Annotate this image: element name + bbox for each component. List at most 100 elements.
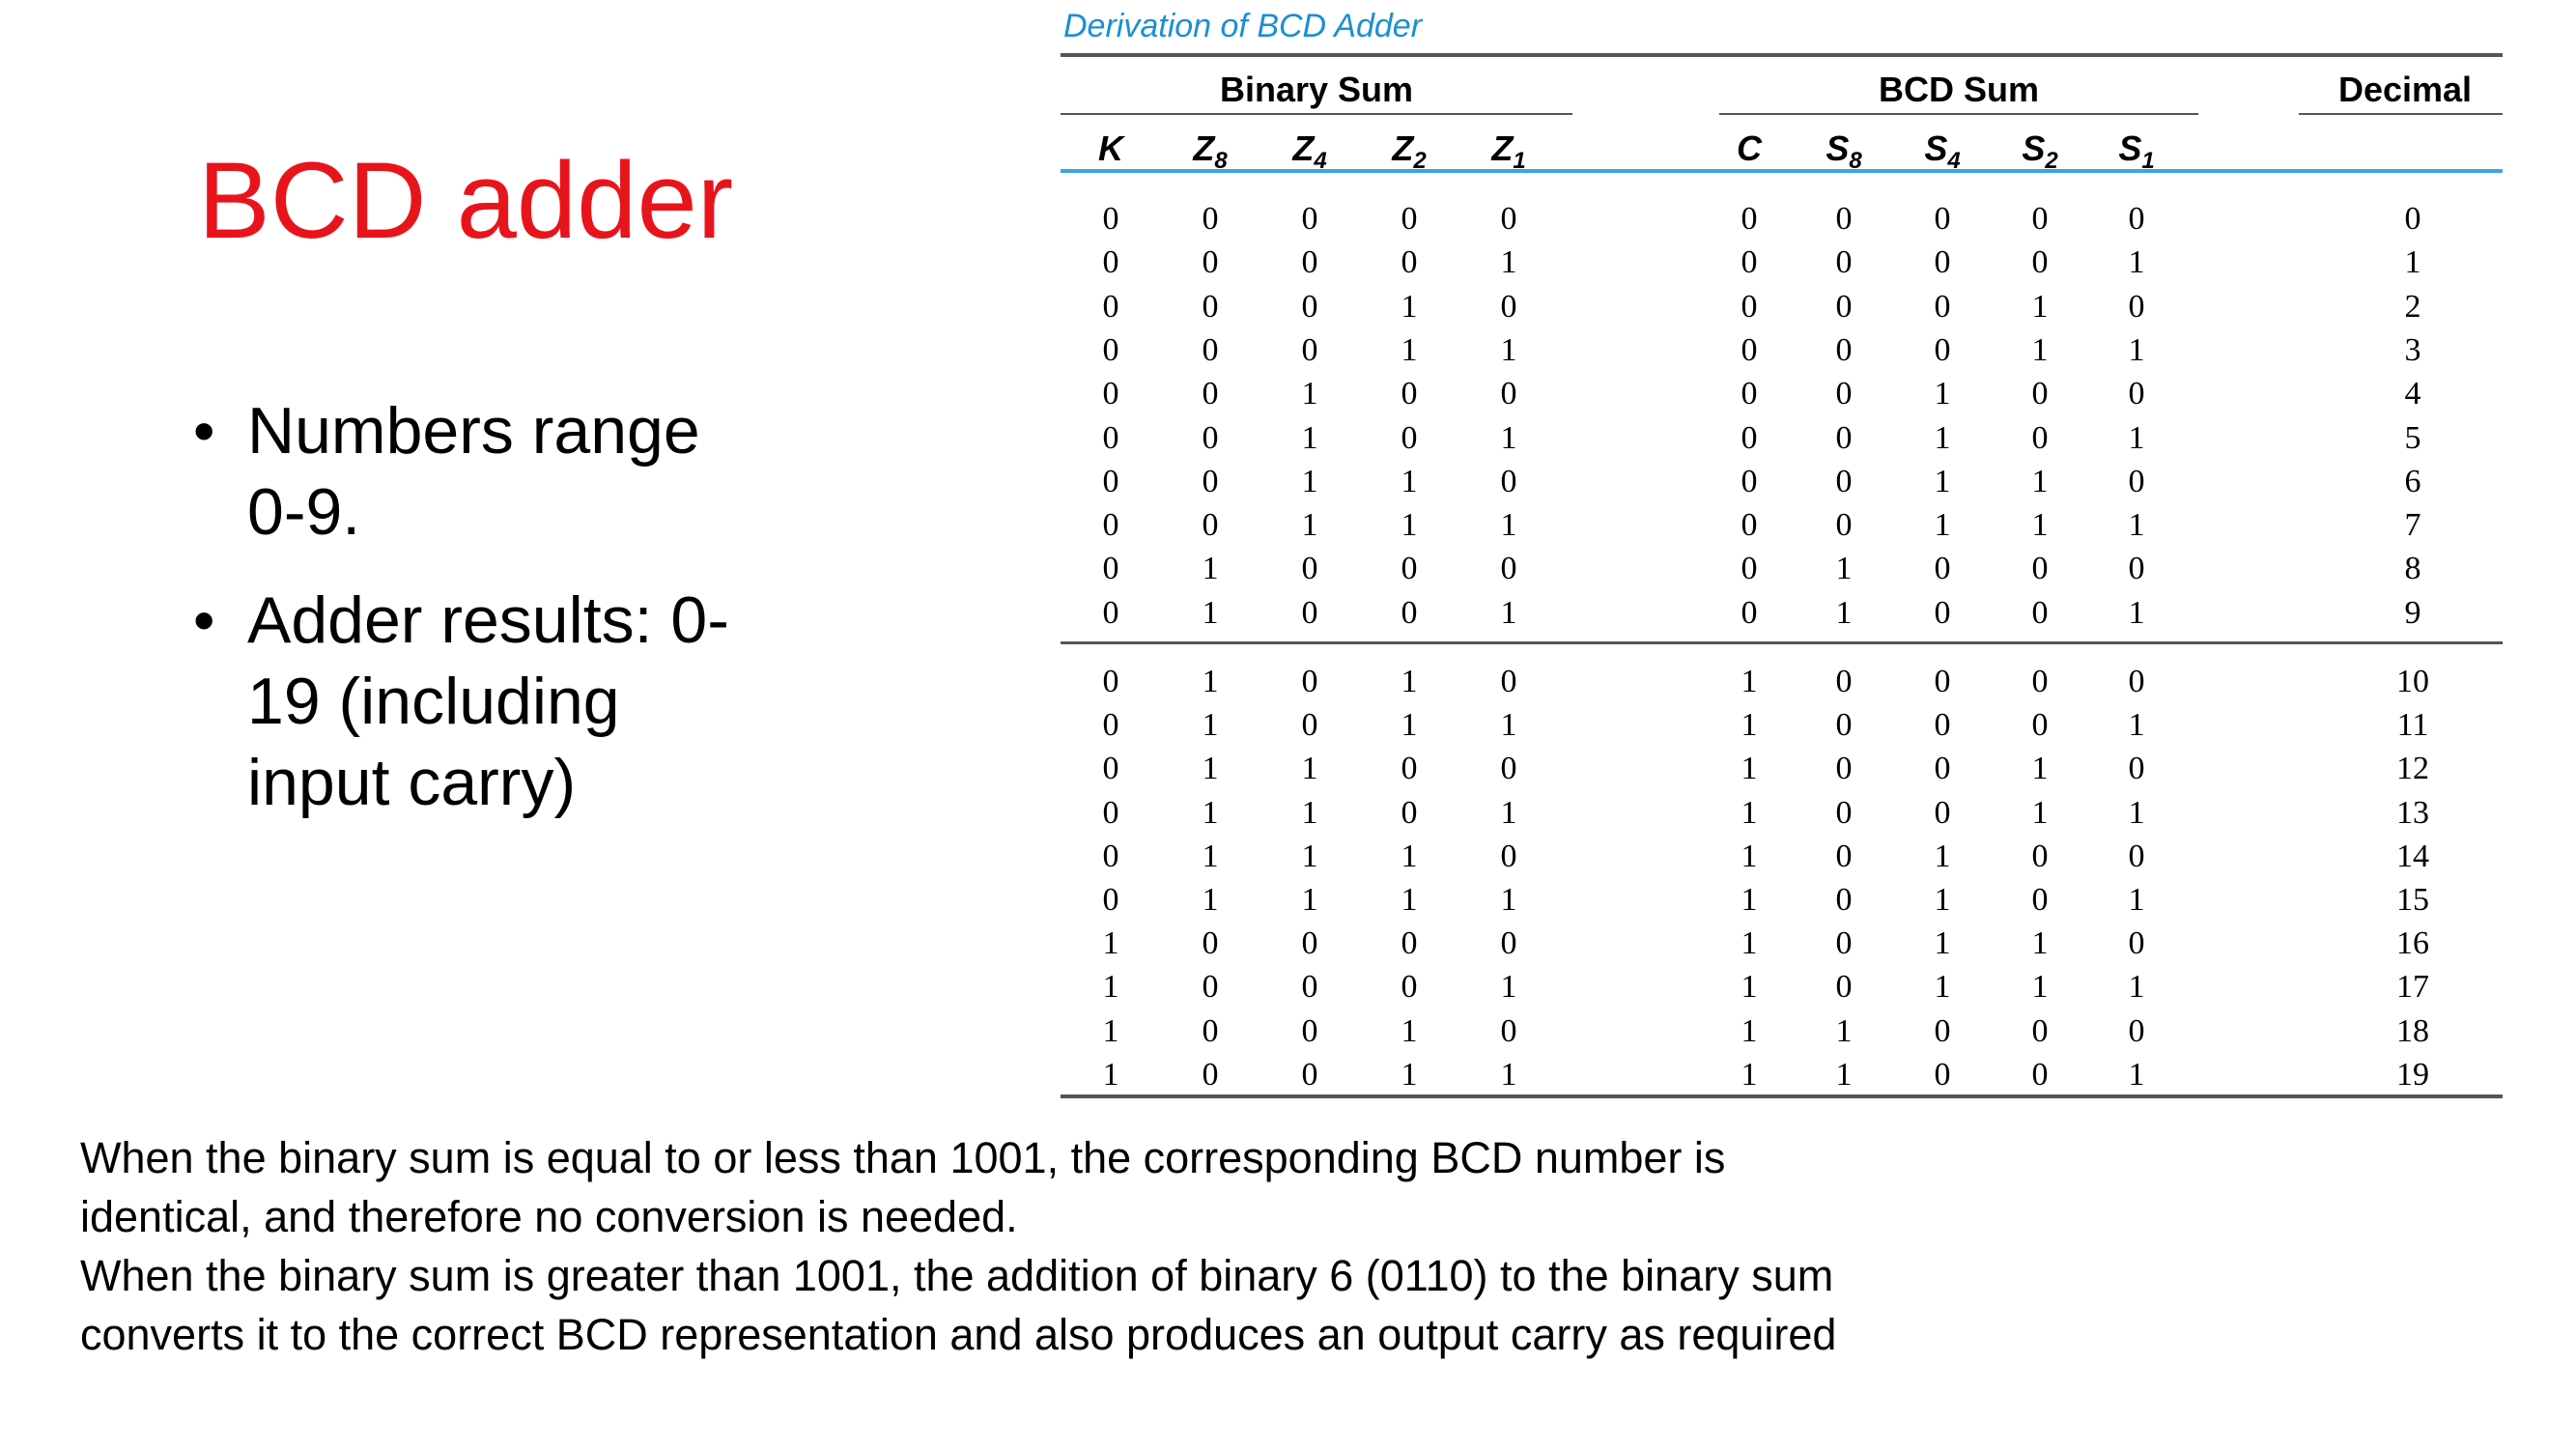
decimal-cell: 19 [2396,1057,2429,1093]
bit-cell: 0 [1202,1057,1219,1093]
bit-cell: 1 [2031,332,2049,368]
bit-cell: 0 [1102,838,1119,874]
bit-cell: 0 [1401,795,1418,831]
bit-cell: 0 [1102,595,1119,631]
bit-cell: 0 [1934,664,1951,699]
bit-cell: 0 [2128,838,2145,874]
bit-cell: 0 [1102,332,1119,368]
bit-cell: 0 [2128,1013,2145,1049]
bit-cell: 0 [1934,201,1951,237]
decimal-underline [2299,113,2503,115]
bit-cell: 0 [1500,551,1517,586]
bit-cell: 1 [1202,551,1219,586]
bit-cell: 1 [1301,751,1318,786]
bit-cell: 0 [1741,551,1758,586]
bit-cell: 0 [1102,289,1119,325]
column-header-letter: C [1737,128,1762,168]
decimal-cell: 5 [2404,420,2421,456]
bit-cell: 0 [1102,751,1119,786]
column-header-subscript: 8 [1214,148,1228,175]
bit-cell: 1 [1934,507,1951,543]
bit-cell: 0 [1202,925,1219,961]
bit-cell: 0 [2031,201,2049,237]
bit-cell: 0 [1401,925,1418,961]
bit-cell: 0 [2128,664,2145,699]
bit-cell: 1 [1202,882,1219,918]
decimal-cell: 3 [2404,332,2421,368]
bit-cell: 0 [1835,882,1853,918]
bit-cell: 0 [1934,751,1951,786]
bit-cell: 1 [1741,838,1758,874]
bit-cell: 0 [1835,201,1853,237]
bit-cell: 0 [1500,464,1517,499]
bit-cell: 0 [1102,201,1119,237]
bit-cell: 1 [2128,507,2145,543]
bit-cell: 0 [1301,551,1318,586]
bit-cell: 0 [2031,707,2049,743]
bit-cell: 0 [1741,289,1758,325]
bit-cell: 1 [1500,507,1517,543]
bit-cell: 0 [1835,795,1853,831]
explanation-text: When the binary sum is equal to or less … [80,1128,1838,1364]
bit-cell: 0 [1102,795,1119,831]
bit-cell: 0 [2128,289,2145,325]
bit-cell: 0 [1500,925,1517,961]
bit-cell: 0 [1301,969,1318,1005]
decimal-cell: 4 [2404,376,2421,412]
bit-cell: 0 [2031,838,2049,874]
column-header-z2: Z2 [1371,128,1448,175]
bit-cell: 0 [1401,595,1418,631]
decimal-cell: 15 [2396,882,2429,918]
bit-cell: 1 [1835,595,1853,631]
column-header-subscript: 8 [1849,148,1862,175]
bit-cell: 1 [1500,969,1517,1005]
column-header-z8: Z8 [1172,128,1249,175]
explanation-add-six: When the binary sum is greater than 1001… [80,1251,1837,1359]
bit-cell: 0 [1102,664,1119,699]
bit-cell: 0 [2031,376,2049,412]
bit-cell: 1 [1102,1013,1119,1049]
bit-cell: 1 [1835,1013,1853,1049]
bit-cell: 1 [1741,664,1758,699]
bit-cell: 1 [1741,1057,1758,1093]
bit-cell: 0 [1301,289,1318,325]
bit-cell: 1 [1301,882,1318,918]
bit-cell: 1 [1934,376,1951,412]
bit-cell: 1 [1500,707,1517,743]
bit-cell: 0 [1102,707,1119,743]
column-header-subscript: 1 [2141,148,2155,175]
column-header-letter: S [2118,128,2142,168]
bit-cell: 0 [1500,664,1517,699]
bit-cell: 1 [2031,289,2049,325]
bit-cell: 0 [1102,551,1119,586]
bit-cell: 1 [1301,464,1318,499]
bit-cell: 1 [2128,420,2145,456]
bit-cell: 0 [2128,464,2145,499]
decimal-cell: 17 [2396,969,2429,1005]
bit-cell: 0 [1500,838,1517,874]
bit-cell: 1 [1301,420,1318,456]
bit-cell: 0 [1102,376,1119,412]
bit-cell: 1 [1401,664,1418,699]
column-header-letter: Z [1491,128,1514,168]
bit-cell: 0 [1934,707,1951,743]
bit-cell: 1 [2031,507,2049,543]
table-bottom-rule [1061,1094,2503,1098]
bit-cell: 0 [2031,244,2049,280]
decimal-cell: 16 [2396,925,2429,961]
bit-cell: 1 [1401,1057,1418,1093]
bit-cell: 1 [2128,244,2145,280]
bit-cell: 1 [2128,969,2145,1005]
bit-cell: 1 [1102,925,1119,961]
bit-cell: 0 [1741,201,1758,237]
decimal-cell: 9 [2404,595,2421,631]
bit-cell: 0 [1500,289,1517,325]
column-header-letter: S [2022,128,2046,168]
bit-cell: 0 [1835,464,1853,499]
bit-cell: 1 [1835,1057,1853,1093]
bit-cell: 1 [1202,838,1219,874]
bit-cell: 0 [2128,201,2145,237]
bit-cell: 1 [1741,925,1758,961]
bit-cell: 0 [1301,244,1318,280]
bit-cell: 1 [2128,595,2145,631]
